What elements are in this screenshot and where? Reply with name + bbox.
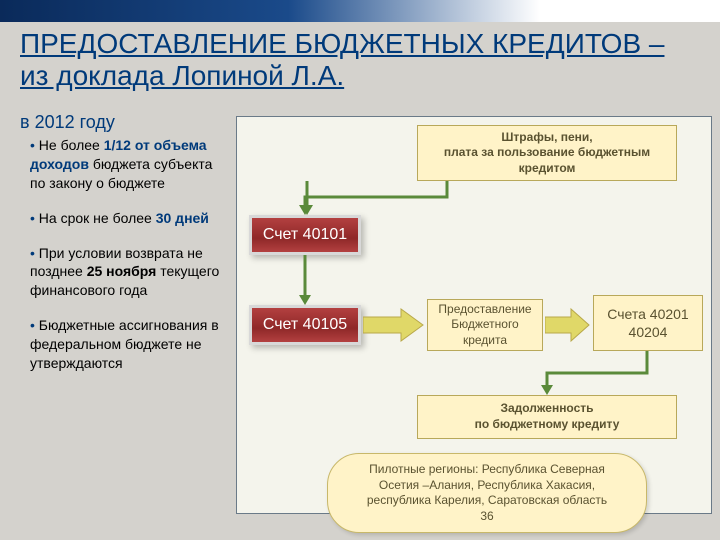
subtitle: в 2012 году: [20, 112, 115, 133]
bullet-list: • Не более 1/12 от объема доходов бюджет…: [30, 136, 230, 389]
b2-pre: На срок не более: [39, 210, 156, 226]
pilot-text: Пилотные регионы: Республика Северная Ос…: [367, 462, 607, 507]
flowchart: Штрафы, пени, плата за пользование бюдже…: [236, 116, 712, 514]
bullet-3: • При условии возврата не позднее 25 ноя…: [30, 244, 230, 301]
node-debt: Задолженность по бюджетному кредиту: [417, 395, 677, 439]
b1-pre: Не более: [39, 137, 104, 153]
header-stripe: [0, 0, 720, 22]
pilot-page: 36: [480, 509, 493, 523]
bullet-2: • На срок не более 30 дней: [30, 209, 230, 228]
b3-bold: 25 ноября: [87, 263, 157, 279]
node-pilot: Пилотные регионы: Республика Северная Ос…: [327, 453, 647, 533]
debt-text: Задолженность по бюджетному кредиту: [475, 401, 620, 432]
bullet-4: • Бюджетные ассигнования в федеральном б…: [30, 316, 230, 373]
page-title: ПРЕДОСТАВЛЕНИЕ БЮДЖЕТНЫХ КРЕДИТОВ – из д…: [20, 28, 700, 92]
bullet-1: • Не более 1/12 от объема доходов бюджет…: [30, 136, 230, 193]
b4: Бюджетные ассигнования в федеральном бюд…: [30, 317, 219, 371]
b2-bold: 30 дней: [156, 210, 209, 226]
